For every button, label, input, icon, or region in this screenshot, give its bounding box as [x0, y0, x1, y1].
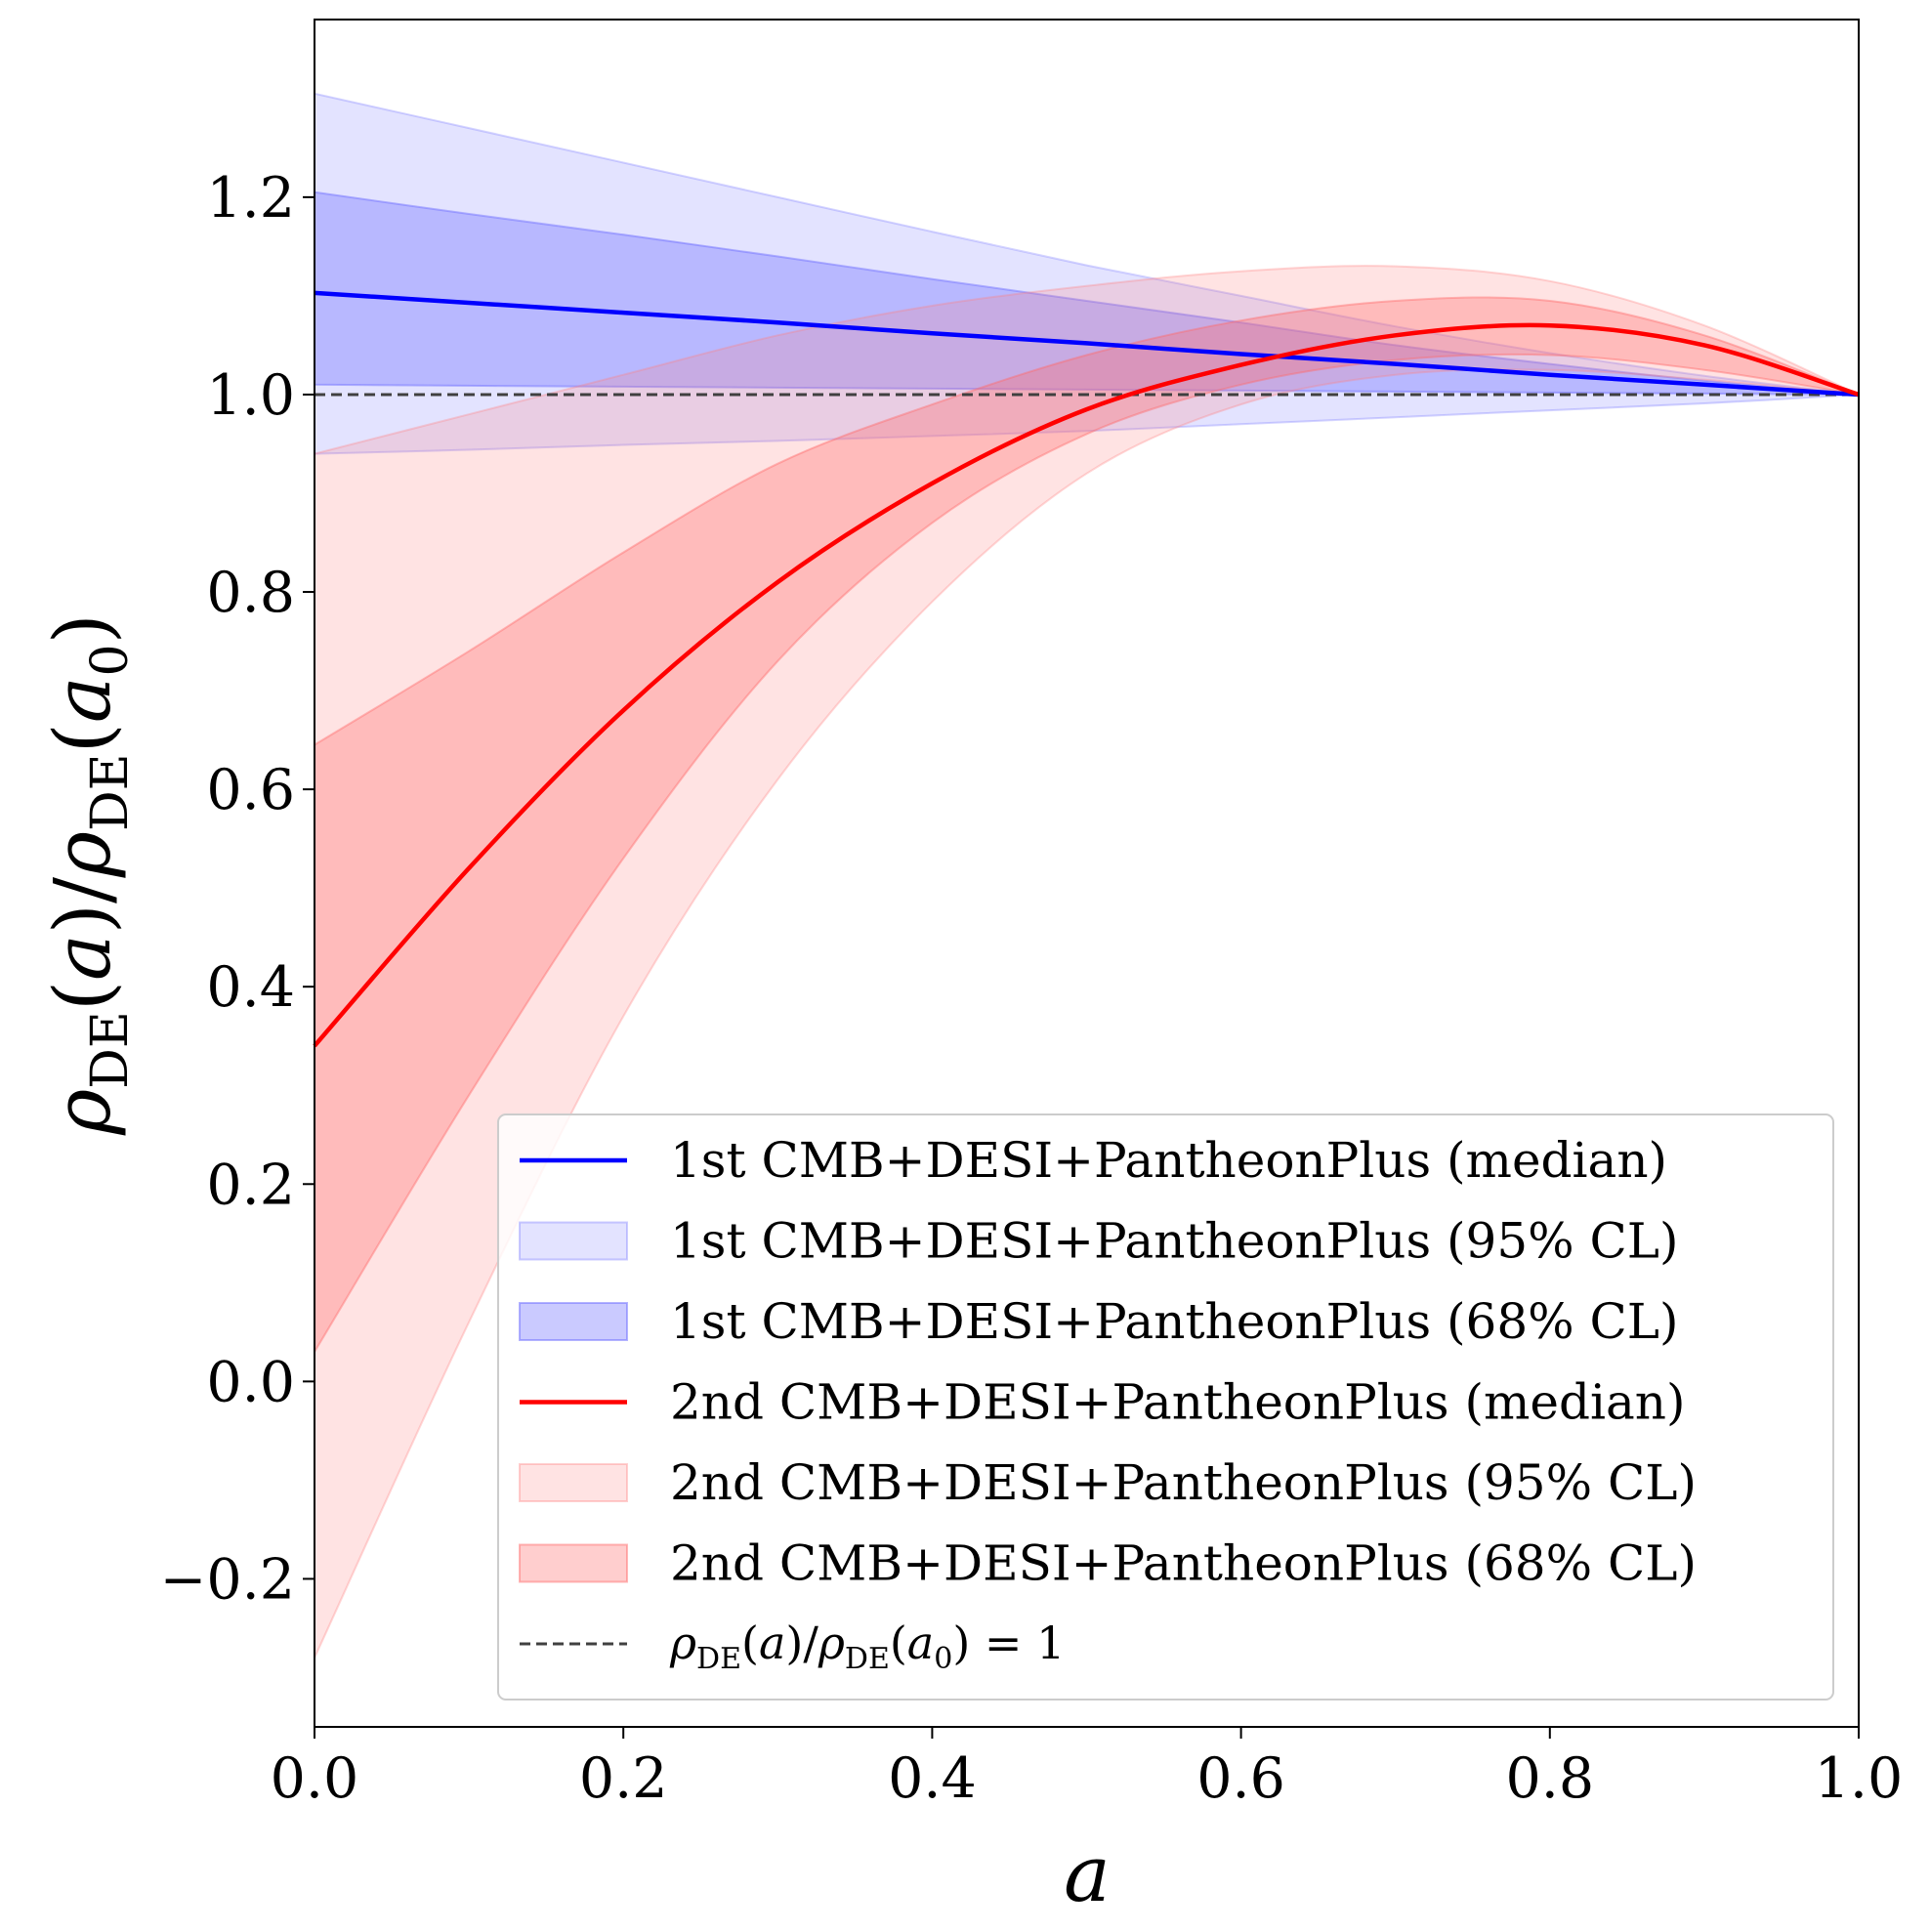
- plot-frame: [314, 19, 1860, 1728]
- y-axis-ticks: −0.2 0.0 0.2 0.4 0.6 0.8 1.0 1.2: [160, 166, 315, 1612]
- legend-math-part: DE: [845, 1642, 890, 1676]
- legend-math-part: (: [890, 1617, 907, 1669]
- legend-entries: 1st CMB+DESI+PantheonPlus (median) 1st CM…: [519, 1132, 1697, 1676]
- y-tick-label: 0.2: [206, 1153, 295, 1217]
- median-line-2: [313, 322, 1860, 1048]
- legend-entry: 2nd CMB+DESI+PantheonPlus (68% CL): [519, 1535, 1697, 1592]
- legend-label: 1st CMB+DESI+PantheonPlus (68% CL): [670, 1293, 1679, 1350]
- y-label-den-symbol: ρ: [37, 831, 128, 878]
- y-label-close-paren-slash: )/: [37, 877, 128, 934]
- legend-label: 2nd CMB+DESI+PantheonPlus (median): [670, 1374, 1686, 1431]
- x-tick-label: 0.2: [579, 1746, 668, 1811]
- legend-entry: ρDE(a)/ρDE(a0) = 1: [520, 1617, 1065, 1676]
- legend-patch-swatch: [519, 1463, 628, 1502]
- legend-math-part: ): [952, 1617, 970, 1669]
- x-axis-label: a: [1064, 1828, 1111, 1919]
- legend: 1st CMB+DESI+PantheonPlus (median) 1st CM…: [497, 1113, 1834, 1701]
- y-tick-label: −0.2: [160, 1547, 295, 1612]
- y-label-den-open-paren: (: [37, 723, 128, 753]
- median-lines: [313, 290, 1860, 1048]
- x-tick-label: 0.0: [271, 1746, 359, 1811]
- legend-math-part: ρ: [669, 1617, 696, 1669]
- y-label-num-sub: DE: [81, 1011, 140, 1089]
- x-tick-label: 1.0: [1815, 1746, 1904, 1811]
- y-tick-label: 0.4: [206, 955, 295, 1020]
- legend-entry: 2nd CMB+DESI+PantheonPlus (95% CL): [519, 1454, 1697, 1511]
- y-label-den-sub: DE: [81, 753, 140, 831]
- y-axis-label-text: ρDE(a)/ρDE(a0): [37, 613, 140, 1136]
- y-tick-label: 1.2: [206, 166, 295, 231]
- y-label-num-symbol: ρ: [37, 1089, 128, 1136]
- y-axis-label: ρDE(a)/ρDE(a0): [37, 613, 140, 1136]
- legend-label: 2nd CMB+DESI+PantheonPlus (68% CL): [670, 1535, 1697, 1592]
- x-axis-ticks: 0.0 0.2 0.4 0.6 0.8 1.0: [271, 1727, 1904, 1811]
- legend-math-part: = 1: [970, 1617, 1065, 1669]
- x-tick-label: 0.6: [1196, 1746, 1285, 1811]
- y-label-open-paren: (: [37, 981, 128, 1011]
- legend-label: 2nd CMB+DESI+PantheonPlus (95% CL): [670, 1454, 1697, 1511]
- legend-math-part: 0: [934, 1642, 952, 1676]
- legend-math-part: a: [759, 1617, 785, 1669]
- y-tick-label: 0.8: [206, 561, 295, 625]
- legend-box: [497, 1113, 1834, 1701]
- y-tick-label: 1.0: [206, 363, 295, 428]
- legend-patch-swatch: [519, 1543, 628, 1583]
- legend-patch-swatch: [519, 1221, 628, 1261]
- median-line-1: [314, 290, 1860, 398]
- legend-label: 1st CMB+DESI+PantheonPlus (median): [670, 1132, 1667, 1189]
- legend-entry: 1st CMB+DESI+PantheonPlus (95% CL): [519, 1213, 1679, 1270]
- band-4: [314, 296, 1860, 1356]
- legend-math-part: a: [907, 1617, 934, 1669]
- y-tick-label: 0.0: [206, 1350, 295, 1414]
- legend-label: 1st CMB+DESI+PantheonPlus (95% CL): [670, 1213, 1679, 1270]
- y-label-den-arg: a: [37, 676, 128, 723]
- legend-entry: 1st CMB+DESI+PantheonPlus (68% CL): [519, 1293, 1679, 1350]
- legend-label-math: ρDE(a)/ρDE(a0) = 1: [669, 1617, 1065, 1676]
- y-label-num-arg: a: [37, 934, 128, 981]
- legend-patch-swatch: [519, 1302, 628, 1341]
- y-label-den-close-paren: ): [37, 613, 128, 644]
- confidence-bands: [314, 92, 1860, 1659]
- legend-math-part: )/: [785, 1617, 818, 1669]
- legend-entry: 1st CMB+DESI+PantheonPlus (median): [520, 1132, 1667, 1189]
- x-tick-label: 0.4: [888, 1746, 977, 1811]
- y-tick-label: 0.6: [206, 758, 295, 822]
- x-tick-label: 0.8: [1505, 1746, 1594, 1811]
- legend-math-part: (: [741, 1617, 759, 1669]
- y-label-den-arg-sub: 0: [81, 644, 140, 676]
- legend-math-part: DE: [696, 1642, 741, 1676]
- legend-math-part: ρ: [818, 1617, 845, 1669]
- legend-entry: 2nd CMB+DESI+PantheonPlus (median): [520, 1374, 1686, 1431]
- band-3: [314, 265, 1860, 1659]
